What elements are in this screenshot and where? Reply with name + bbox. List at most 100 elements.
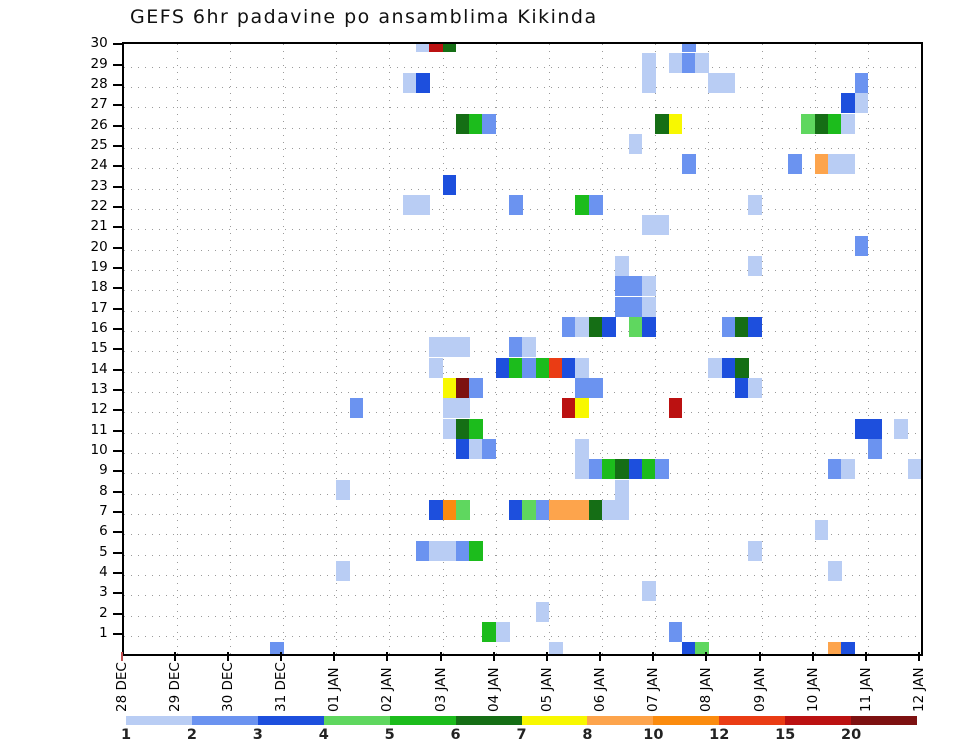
grid-row-line [123,290,921,292]
colorbar-segment [323,716,390,725]
grid-day-line [336,44,338,654]
precip-cell [442,44,457,53]
precip-cell [562,357,576,378]
grid-row-line [123,127,921,129]
y-member-label: 15 [90,340,108,357]
grid-day-line [655,44,657,654]
grid-row-line [123,310,921,312]
y-member-label: 1 [99,624,108,641]
x-tick [227,652,229,661]
precip-cell [455,540,470,561]
grid-row-line [123,534,921,536]
grid-row-line [123,432,921,434]
y-member-label: 10 [90,441,108,458]
precip-cell [455,377,470,398]
precip-cell [562,499,576,520]
y-member-label: 14 [90,360,108,377]
grid-row-line [123,330,921,332]
precip-cell [641,459,656,480]
x-date-label: 05 JAN [538,667,555,712]
precip-cell [336,560,351,581]
precip-cell [827,113,842,134]
precip-cell [641,296,656,317]
precip-cell [442,337,457,358]
grid-row-line [123,412,921,414]
y-member-label: 26 [90,116,108,133]
y-member-label: 8 [99,482,108,499]
colorbar-value-label: 12 [709,727,730,742]
precip-cell [615,459,630,480]
precip-cell [509,499,523,520]
precip-cell [416,72,430,93]
colorbar-value-label: 1 [120,727,132,742]
grid-day-line [761,44,763,654]
y-tick [112,571,122,574]
precip-cell [655,459,669,480]
y-tick [112,551,122,554]
precip-cell [429,337,444,358]
precip-cell [681,44,696,53]
x-date-label: 06 JAN [592,667,609,712]
precip-cell [628,459,643,480]
precip-cell [748,540,763,561]
precip-cell [442,377,457,398]
grid-row-line [123,147,921,149]
y-member-label: 22 [90,197,108,214]
precip-cell [854,72,869,93]
precip-cell [482,621,497,642]
colorbar-value-label: 7 [516,727,527,742]
colorbar-value-label: 3 [252,727,263,742]
grid-row-line [123,615,921,617]
y-member-label: 16 [90,319,108,336]
y-tick [112,43,122,46]
colorbar-value-label: 6 [450,727,461,742]
precip-cell [668,621,683,642]
y-member-label: 12 [90,401,108,418]
x-date-label: 08 JAN [698,667,715,712]
precip-cell [615,276,630,297]
precip-cell [442,540,457,561]
x-tick [280,652,283,661]
precip-cell [748,316,763,337]
grid-row-line [123,229,921,231]
y-tick [112,531,122,534]
y-member-label: 17 [90,299,108,316]
grid-day-line [283,44,285,654]
grid-day-line [548,44,550,654]
grid-day-line [602,44,604,654]
precip-cell [854,235,869,256]
grid-row-line [123,452,921,454]
precip-cell [575,459,590,480]
precip-cell [455,438,470,459]
precip-cell [628,276,643,297]
grid-day-line [867,44,869,654]
x-date-label: 30 DEC [220,662,236,712]
y-member-label: 11 [90,421,108,438]
colorbar-segment [389,716,456,725]
precip-cell [575,438,590,459]
x-date-label: 03 JAN [432,667,449,712]
precip-cell [575,377,590,398]
precip-cell [402,72,417,93]
precip-cell [495,357,510,378]
grid-row-line [123,86,921,88]
precip-cell [721,316,736,337]
precip-cell [442,418,457,439]
x-tick [864,652,867,661]
grid-row-line [123,473,921,475]
grid-day-line [708,44,710,654]
precip-cell [575,316,590,337]
precip-cell [641,72,656,93]
y-member-label: 5 [99,543,108,560]
precip-cell [509,337,523,358]
y-member-label: 25 [90,136,108,153]
precip-cell [814,520,829,541]
precip-cell [269,642,284,654]
precip-cell [469,113,483,134]
grid-row-line [123,554,921,556]
y-tick [112,144,122,147]
precip-cell [827,154,842,175]
grid-row-line [123,574,921,576]
y-tick [112,327,122,330]
precip-cell [734,377,749,398]
